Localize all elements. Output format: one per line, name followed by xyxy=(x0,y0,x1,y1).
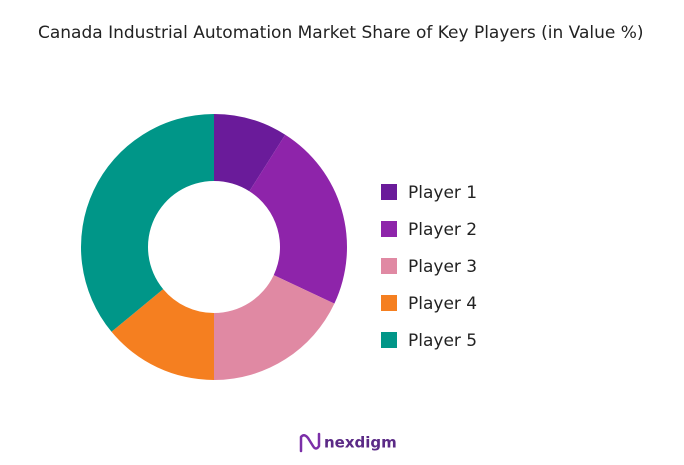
donut-slice xyxy=(111,289,214,380)
donut-slice xyxy=(214,114,286,192)
donut-slice xyxy=(249,134,348,304)
legend-swatch xyxy=(381,295,397,311)
legend-swatch xyxy=(381,221,397,237)
legend-swatch xyxy=(381,258,397,274)
donut-slice xyxy=(81,114,215,332)
legend-label: Player 4 xyxy=(408,294,477,314)
legend-label: Player 1 xyxy=(408,183,477,203)
legend-swatch xyxy=(381,184,397,200)
legend-swatch xyxy=(381,332,397,348)
legend-label: Player 5 xyxy=(408,331,477,351)
legend-label: Player 3 xyxy=(408,257,477,277)
legend-label: Player 2 xyxy=(408,220,477,240)
chart-title: Canada Industrial Automation Market Shar… xyxy=(38,23,644,43)
brand: nexdigm xyxy=(324,434,397,452)
donut-slice xyxy=(214,275,335,380)
logo-icon xyxy=(299,432,321,453)
